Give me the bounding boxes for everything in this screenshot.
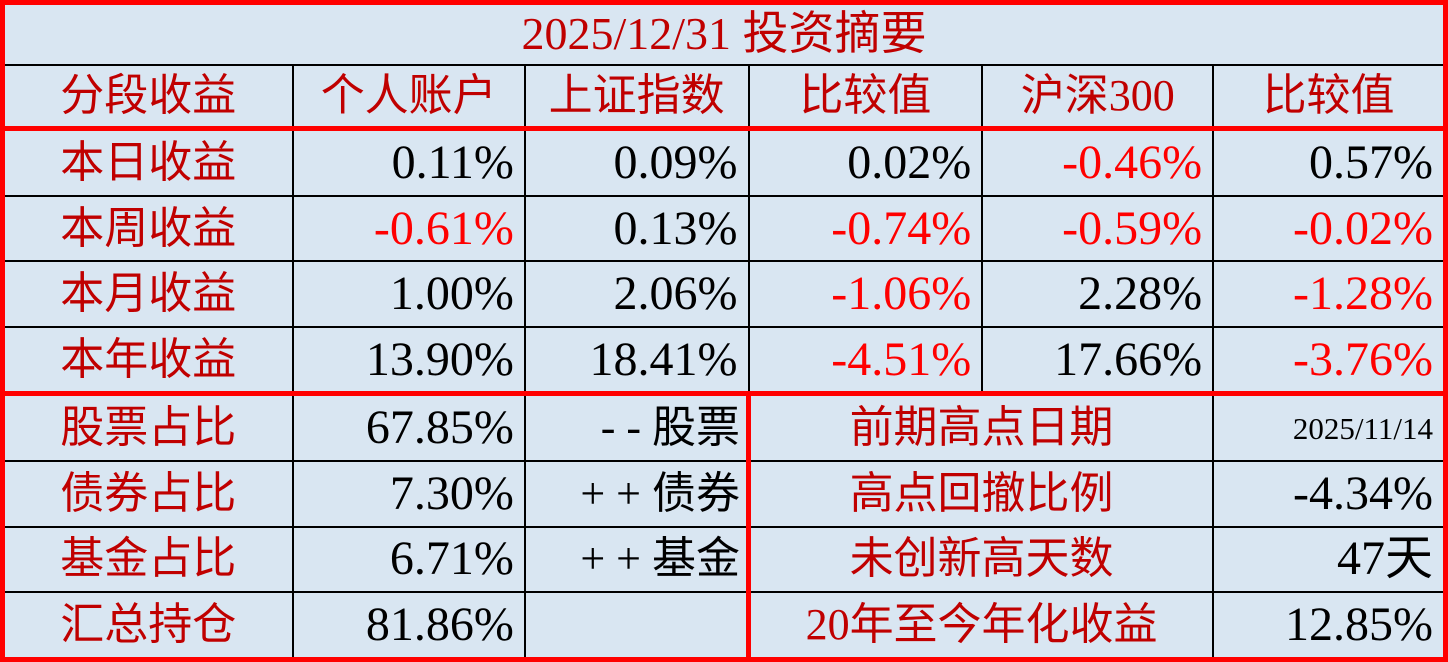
row-label: 本月收益 xyxy=(1,260,294,328)
value-cell: 7.30% xyxy=(291,460,526,528)
value-cell: 2.28% xyxy=(981,260,1215,328)
column-header-compare1: 比较值 xyxy=(747,63,984,131)
stat-label: 高点回撤比例 xyxy=(747,460,1215,528)
row-fund-allocation: 基金占比 6.71% + + 基金 未创新高天数 47天 xyxy=(1,525,1447,594)
row-label: 债券占比 xyxy=(1,460,294,528)
column-header-csi300: 沪深300 xyxy=(981,63,1215,131)
note-cell xyxy=(523,591,751,661)
value-cell: 17.66% xyxy=(981,325,1215,397)
value-cell: -4.51% xyxy=(747,325,984,397)
row-stock-allocation: 股票占比 67.85% - - 股票 前期高点日期 2025/11/14 xyxy=(1,392,1447,463)
value-cell: 0.57% xyxy=(1212,127,1447,197)
column-header-personal: 个人账户 xyxy=(291,63,526,131)
value-cell: -0.02% xyxy=(1212,194,1447,263)
row-label: 股票占比 xyxy=(1,392,294,463)
value-cell: 2.06% xyxy=(523,260,750,328)
column-header-segment: 分段收益 xyxy=(1,63,294,131)
row-total-position: 汇总持仓 81.86% 20年至今年化收益 12.85% xyxy=(1,591,1447,661)
row-daily-return: 本日收益 0.11% 0.09% 0.02% -0.46% 0.57% xyxy=(1,127,1447,197)
value-cell: 0.09% xyxy=(523,127,750,197)
title-row: 2025/12/31 投资摘要 xyxy=(1,1,1447,66)
value-cell: 6.71% xyxy=(291,525,526,594)
value-cell: -0.74% xyxy=(747,194,984,263)
note-cell: - - 股票 xyxy=(523,392,751,463)
stat-label: 20年至今年化收益 xyxy=(747,591,1215,661)
value-cell: 18.41% xyxy=(523,325,750,397)
column-header-sse: 上证指数 xyxy=(523,63,750,131)
stat-value: 12.85% xyxy=(1212,591,1447,661)
value-cell: 0.11% xyxy=(291,127,526,197)
note-cell: + + 债券 xyxy=(523,460,751,528)
value-cell: 81.86% xyxy=(291,591,526,661)
row-yearly-return: 本年收益 13.90% 18.41% -4.51% 17.66% -3.76% xyxy=(1,325,1447,397)
row-label: 汇总持仓 xyxy=(1,591,294,661)
value-cell: 67.85% xyxy=(291,392,526,463)
stat-label: 前期高点日期 xyxy=(747,392,1215,463)
row-bond-allocation: 债券占比 7.30% + + 债券 高点回撤比例 -4.34% xyxy=(1,460,1447,528)
report-title: 2025/12/31 投资摘要 xyxy=(1,1,1447,66)
value-cell: -0.59% xyxy=(981,194,1215,263)
value-cell: -0.46% xyxy=(981,127,1215,197)
row-label: 本周收益 xyxy=(1,194,294,263)
value-cell: 13.90% xyxy=(291,325,526,397)
row-monthly-return: 本月收益 1.00% 2.06% -1.06% 2.28% -1.28% xyxy=(1,260,1447,328)
value-cell: -1.28% xyxy=(1212,260,1447,328)
column-header-compare2: 比较值 xyxy=(1212,63,1447,131)
row-weekly-return: 本周收益 -0.61% 0.13% -0.74% -0.59% -0.02% xyxy=(1,194,1447,263)
row-label: 基金占比 xyxy=(1,525,294,594)
value-cell: -1.06% xyxy=(747,260,984,328)
stat-value: 47天 xyxy=(1212,525,1447,594)
column-header-row: 分段收益 个人账户 上证指数 比较值 沪深300 比较值 xyxy=(1,63,1447,131)
note-cell: + + 基金 xyxy=(523,525,751,594)
row-label: 本日收益 xyxy=(1,127,294,197)
value-cell: 1.00% xyxy=(291,260,526,328)
value-cell: -3.76% xyxy=(1212,325,1447,397)
stat-value: 2025/11/14 xyxy=(1212,392,1447,463)
stat-label: 未创新高天数 xyxy=(747,525,1215,594)
stat-value: -4.34% xyxy=(1212,460,1447,528)
row-label: 本年收益 xyxy=(1,325,294,397)
value-cell: 0.13% xyxy=(523,194,750,263)
value-cell: -0.61% xyxy=(291,194,526,263)
value-cell: 0.02% xyxy=(747,127,984,197)
